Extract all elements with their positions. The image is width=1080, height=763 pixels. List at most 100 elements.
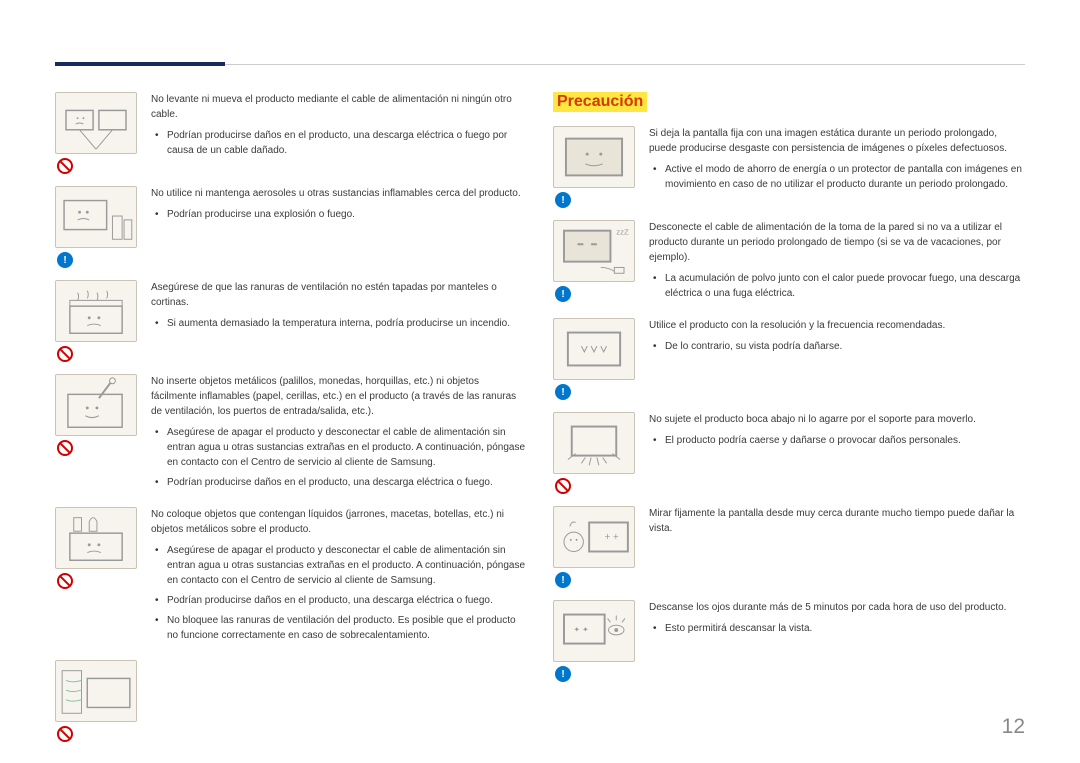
bullet: La acumulación de polvo junto con el cal… (665, 271, 1025, 301)
bullet: Esto permitirá descansar la vista. (665, 621, 1025, 636)
lead-text: No levante ni mueva el producto mediante… (151, 92, 527, 122)
illustration-resolution (553, 318, 635, 380)
right-column: Precaución ! Si deja la pantalla fija co… (553, 92, 1025, 703)
prohibit-icon (57, 726, 73, 742)
illustration-ventilation (55, 280, 137, 342)
prohibit-icon (555, 478, 571, 494)
icon-column (55, 660, 137, 742)
safety-item: ! No utilice ni mantenga aerosoles u otr… (55, 186, 527, 268)
lead-text: No inserte objetos metálicos (palillos, … (151, 374, 527, 419)
bullet-list: Active el modo de ahorro de energía o un… (649, 162, 1025, 192)
item-text: Si deja la pantalla fija con una imagen … (649, 126, 1025, 208)
safety-item: ✦ ✦ ! Descanse los ojos durante más de 5… (553, 600, 1025, 682)
lead-text: Descanse los ojos durante más de 5 minut… (649, 600, 1025, 615)
bullet-list: El producto podría caerse y dañarse o pr… (649, 433, 1025, 448)
bullet-list: La acumulación de polvo junto con el cal… (649, 271, 1025, 301)
safety-item: Asegúrese de que las ranuras de ventilac… (55, 280, 527, 362)
info-icon: ! (555, 286, 571, 302)
icon-column (55, 280, 137, 362)
icon-column: ! (55, 186, 137, 268)
item-text: Utilice el producto con la resolución y … (649, 318, 1025, 400)
item-text: Desconecte el cable de alimentación de l… (649, 220, 1025, 306)
item-text (151, 660, 527, 742)
illustration-unplug: zzZ (553, 220, 635, 282)
info-icon: ! (57, 252, 73, 268)
svg-text:+ +: + + (605, 532, 619, 543)
safety-item: No sujete el producto boca abajo ni lo a… (553, 412, 1025, 494)
illustration-upside-down (553, 412, 635, 474)
icon-column (55, 374, 137, 495)
bullet: De lo contrario, su vista podría dañarse… (665, 339, 1025, 354)
lead-text: No sujete el producto boca abajo ni lo a… (649, 412, 1025, 427)
bullet-list: Asegúrese de apagar el producto y descon… (151, 543, 527, 643)
prohibit-icon (57, 440, 73, 456)
bullet: No bloquee las ranuras de ventilación de… (167, 613, 527, 643)
safety-item: + + ! Mirar fijamente la pantalla desde … (553, 506, 1025, 588)
info-icon: ! (555, 572, 571, 588)
lead-text: Desconecte el cable de alimentación de l… (649, 220, 1025, 265)
safety-item: zzZ ! Desconecte el cable de alimentació… (553, 220, 1025, 306)
icon-column: ✦ ✦ ! (553, 600, 635, 682)
content-area: No levante ni mueva el producto mediante… (55, 92, 1025, 703)
lead-text: Utilice el producto con la resolución y … (649, 318, 1025, 333)
icon-column: + + ! (553, 506, 635, 588)
bullet: Si aumenta demasiado la temperatura inte… (167, 316, 527, 331)
info-icon: ! (555, 192, 571, 208)
icon-column: zzZ ! (553, 220, 635, 306)
bullet: Podrían producirse una explosión o fuego… (167, 207, 527, 222)
lead-text: Si deja la pantalla fija con una imagen … (649, 126, 1025, 156)
bullet: Asegúrese de apagar el producto y descon… (167, 425, 527, 470)
bullet: Podrían producirse daños en el producto,… (167, 475, 527, 490)
bullet-list: Asegúrese de apagar el producto y descon… (151, 425, 527, 490)
lead-text: Mirar fijamente la pantalla desde muy ce… (649, 506, 1025, 536)
svg-text:zzZ: zzZ (616, 228, 629, 237)
lead-text: No coloque objetos que contengan líquido… (151, 507, 527, 537)
item-text: No levante ni mueva el producto mediante… (151, 92, 527, 174)
icon-column (55, 92, 137, 174)
illustration-close-view: + + (553, 506, 635, 568)
illustration-block-vent (55, 660, 137, 722)
top-accent-bar (55, 62, 225, 66)
item-text: No utilice ni mantenga aerosoles u otras… (151, 186, 527, 268)
item-text: No coloque objetos que contengan líquido… (151, 507, 527, 648)
bullet: Active el modo de ahorro de energía o un… (665, 162, 1025, 192)
item-text: Asegúrese de que las ranuras de ventilac… (151, 280, 527, 362)
bullet-list: Podrían producirse una explosión o fuego… (151, 207, 527, 222)
icon-column: ! (553, 318, 635, 400)
bullet: Podrían producirse daños en el producto,… (167, 593, 527, 608)
safety-item: No levante ni mueva el producto mediante… (55, 92, 527, 174)
info-icon: ! (555, 666, 571, 682)
illustration-static-image (553, 126, 635, 188)
safety-item: No inserte objetos metálicos (palillos, … (55, 374, 527, 495)
icon-column (55, 507, 137, 648)
bullet: Asegúrese de apagar el producto y descon… (167, 543, 527, 588)
item-text: Descanse los ojos durante más de 5 minut… (649, 600, 1025, 682)
illustration-insert-objects (55, 374, 137, 436)
illustration-lift-cable (55, 92, 137, 154)
safety-item: No coloque objetos que contengan líquido… (55, 507, 527, 648)
info-icon: ! (555, 384, 571, 400)
bullet: Podrían producirse daños en el producto,… (167, 128, 527, 158)
svg-text:✦ ✦: ✦ ✦ (574, 625, 590, 634)
bullet: El producto podría caerse y dañarse o pr… (665, 433, 1025, 448)
icon-column: ! (553, 126, 635, 208)
safety-item: ! Utilice el producto con la resolución … (553, 318, 1025, 400)
bullet-list: Podrían producirse daños en el producto,… (151, 128, 527, 158)
illustration-rest-eyes: ✦ ✦ (553, 600, 635, 662)
item-text: No inserte objetos metálicos (palillos, … (151, 374, 527, 495)
page-number: 12 (1002, 715, 1025, 739)
prohibit-icon (57, 573, 73, 589)
lead-text: No utilice ni mantenga aerosoles u otras… (151, 186, 527, 201)
lead-text: Asegúrese de que las ranuras de ventilac… (151, 280, 527, 310)
section-title-precaucion: Precaución (553, 92, 647, 112)
illustration-liquids (55, 507, 137, 569)
item-text: No sujete el producto boca abajo ni lo a… (649, 412, 1025, 494)
item-text: Mirar fijamente la pantalla desde muy ce… (649, 506, 1025, 588)
illustration-aerosol (55, 186, 137, 248)
icon-column (553, 412, 635, 494)
prohibit-icon (57, 158, 73, 174)
left-column: No levante ni mueva el producto mediante… (55, 92, 527, 703)
prohibit-icon (57, 346, 73, 362)
bullet-list: De lo contrario, su vista podría dañarse… (649, 339, 1025, 354)
safety-item-extra (55, 660, 527, 742)
